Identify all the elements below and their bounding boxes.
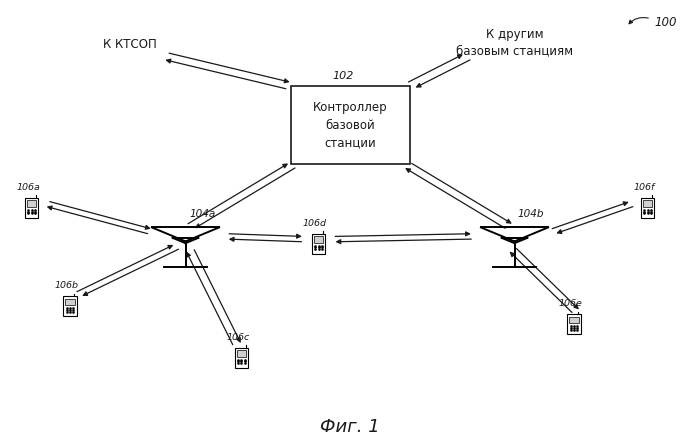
Bar xyxy=(314,236,323,243)
Text: Контроллер
базовой
станции: Контроллер базовой станции xyxy=(313,101,387,150)
Text: 102: 102 xyxy=(332,71,354,80)
Bar xyxy=(643,200,652,207)
Bar xyxy=(640,198,654,218)
Bar xyxy=(290,86,410,164)
Text: 106b: 106b xyxy=(55,281,78,290)
Text: 104a: 104a xyxy=(189,209,216,219)
Text: Фиг. 1: Фиг. 1 xyxy=(320,418,380,436)
Bar xyxy=(65,299,75,305)
Text: 106e: 106e xyxy=(559,299,582,308)
Bar xyxy=(312,234,326,254)
Text: 104b: 104b xyxy=(518,209,545,219)
Bar xyxy=(27,200,36,207)
Bar xyxy=(567,314,581,334)
Text: 106a: 106a xyxy=(16,183,40,192)
Text: 106c: 106c xyxy=(226,333,250,342)
Text: К КТСОП: К КТСОП xyxy=(103,38,156,51)
Bar xyxy=(63,296,77,316)
Text: 100: 100 xyxy=(654,16,677,29)
Bar xyxy=(237,350,246,357)
Bar xyxy=(234,348,248,367)
Text: К другим
базовым станциям: К другим базовым станциям xyxy=(456,28,573,57)
Bar xyxy=(25,198,38,218)
Text: 106d: 106d xyxy=(303,219,327,228)
Bar xyxy=(569,316,579,323)
Text: 106f: 106f xyxy=(634,183,654,192)
